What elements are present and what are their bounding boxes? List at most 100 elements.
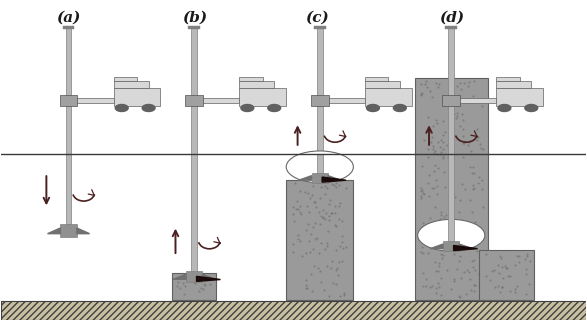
Point <box>289 219 298 224</box>
Point <box>416 188 426 194</box>
Point <box>472 138 481 143</box>
Point <box>293 237 302 242</box>
Bar <box>317 98 365 103</box>
Point <box>417 185 426 190</box>
Point <box>194 289 204 294</box>
Point <box>449 252 458 257</box>
Point <box>473 180 482 186</box>
Point <box>419 191 429 196</box>
Point <box>433 192 442 197</box>
Point <box>458 134 468 139</box>
Polygon shape <box>203 274 215 279</box>
Point <box>522 291 531 297</box>
Point <box>302 277 311 282</box>
Point <box>447 153 457 159</box>
Point <box>470 238 480 243</box>
Point <box>460 269 469 274</box>
Point <box>331 281 340 286</box>
Point <box>332 180 341 185</box>
Point <box>473 135 483 140</box>
Point <box>417 250 426 255</box>
Point <box>417 91 427 96</box>
Point <box>179 292 188 297</box>
Bar <box>188 26 200 30</box>
Point <box>442 142 451 147</box>
Bar <box>172 273 216 300</box>
Point <box>320 217 329 222</box>
Point <box>439 169 448 175</box>
Bar <box>191 154 197 277</box>
Point <box>505 273 514 279</box>
Bar <box>479 250 535 300</box>
Bar <box>66 98 113 103</box>
Point <box>427 95 437 100</box>
Bar <box>311 95 329 106</box>
Point <box>336 244 345 249</box>
Point <box>328 211 337 216</box>
Point <box>464 84 473 89</box>
Point <box>510 287 519 292</box>
Point <box>431 117 440 122</box>
Point <box>436 246 446 251</box>
Bar <box>448 98 496 103</box>
Polygon shape <box>197 276 221 282</box>
Point <box>464 269 474 274</box>
Point <box>446 286 456 291</box>
Point <box>423 114 433 119</box>
Point <box>430 148 440 153</box>
Point <box>425 237 434 242</box>
Bar <box>113 77 137 81</box>
Point <box>456 86 465 91</box>
Point <box>456 80 465 85</box>
Point <box>522 271 531 276</box>
Point <box>433 268 443 273</box>
Point <box>500 264 510 269</box>
Point <box>470 258 479 263</box>
Point <box>474 283 483 289</box>
Point <box>293 207 302 212</box>
Point <box>448 191 457 196</box>
Point <box>432 183 441 188</box>
Bar <box>60 95 77 106</box>
Circle shape <box>393 105 406 111</box>
Point <box>173 279 183 284</box>
Point <box>458 126 468 131</box>
Point <box>434 264 444 269</box>
Point <box>416 195 426 201</box>
Point <box>429 151 438 156</box>
Point <box>341 244 350 249</box>
Point <box>491 285 500 290</box>
Bar <box>113 88 160 106</box>
Point <box>330 222 339 227</box>
Point <box>515 253 524 258</box>
Point <box>430 163 440 168</box>
Point <box>190 281 200 286</box>
Point <box>320 287 329 292</box>
Point <box>467 209 477 214</box>
Bar <box>66 154 72 224</box>
Point <box>331 267 340 273</box>
Point <box>461 291 471 296</box>
Bar <box>446 26 457 30</box>
Point <box>427 186 437 191</box>
Point <box>423 250 433 256</box>
Point <box>338 233 347 239</box>
Point <box>474 175 484 180</box>
Point <box>470 268 480 273</box>
Point <box>333 265 342 271</box>
Point <box>470 185 479 190</box>
Point <box>502 265 512 270</box>
Point <box>430 205 439 210</box>
Point <box>448 144 458 150</box>
Point <box>438 133 448 138</box>
Point <box>431 177 441 182</box>
Point <box>431 291 440 296</box>
Bar <box>314 26 326 30</box>
Point <box>442 97 451 102</box>
Point <box>440 226 449 231</box>
Bar <box>496 88 543 106</box>
Point <box>423 154 433 160</box>
Circle shape <box>498 105 511 111</box>
Point <box>341 185 350 190</box>
Point <box>455 254 464 259</box>
